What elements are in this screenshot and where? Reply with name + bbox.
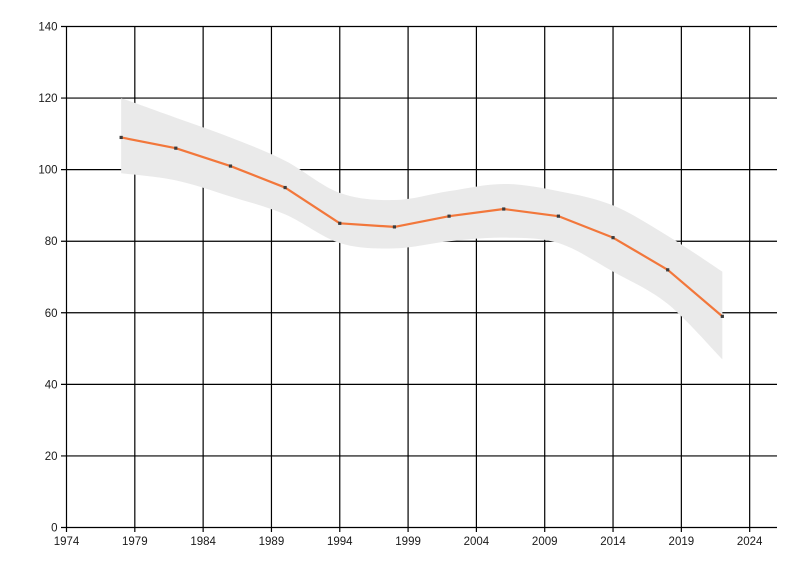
data-point-marker xyxy=(283,185,287,190)
y-tick-label: 80 xyxy=(45,236,58,248)
x-tick-label: 1974 xyxy=(54,536,80,548)
y-tick-label: 40 xyxy=(45,379,58,391)
data-point-marker xyxy=(338,221,342,225)
x-axis-labels: 1974 1979 1984 1989 1994 1999 2004 2009 2014 2019… xyxy=(54,536,763,548)
data-point-marker xyxy=(174,146,178,150)
x-tick-label: 1984 xyxy=(190,536,216,548)
data-point-marker xyxy=(556,214,560,218)
data-point-marker xyxy=(447,214,451,218)
grid xyxy=(61,25,777,532)
y-tick-label: 20 xyxy=(45,451,58,463)
x-tick-label: 1979 xyxy=(122,536,148,548)
confidence-band xyxy=(121,98,723,360)
data-point-markers xyxy=(119,135,724,318)
data-point-marker xyxy=(502,207,506,211)
data-point-marker xyxy=(720,314,724,318)
y-tick-label: 140 xyxy=(38,22,57,34)
data-point-marker xyxy=(119,135,123,140)
x-tick-label: 1999 xyxy=(395,536,421,548)
x-tick-label: 2024 xyxy=(737,536,763,548)
y-axis-labels: 0 20 40 60 80 100 120 140 xyxy=(38,22,57,535)
y-tick-label: 100 xyxy=(38,165,57,177)
y-tick-label: 120 xyxy=(38,93,57,105)
trend-line xyxy=(120,136,724,318)
x-tick-label: 2004 xyxy=(464,536,490,548)
x-tick-label: 2019 xyxy=(669,536,695,548)
data-point-marker xyxy=(392,225,397,229)
data-point-marker xyxy=(611,236,615,240)
x-tick-label: 2014 xyxy=(600,536,626,548)
data-point-marker xyxy=(228,164,233,168)
x-tick-label: 1989 xyxy=(259,536,285,548)
data-point-marker xyxy=(666,268,670,272)
x-tick-label: 1994 xyxy=(327,536,353,548)
y-tick-label: 60 xyxy=(45,308,58,320)
y-tick-label: 0 xyxy=(51,523,57,535)
x-tick-label: 2009 xyxy=(532,536,558,548)
